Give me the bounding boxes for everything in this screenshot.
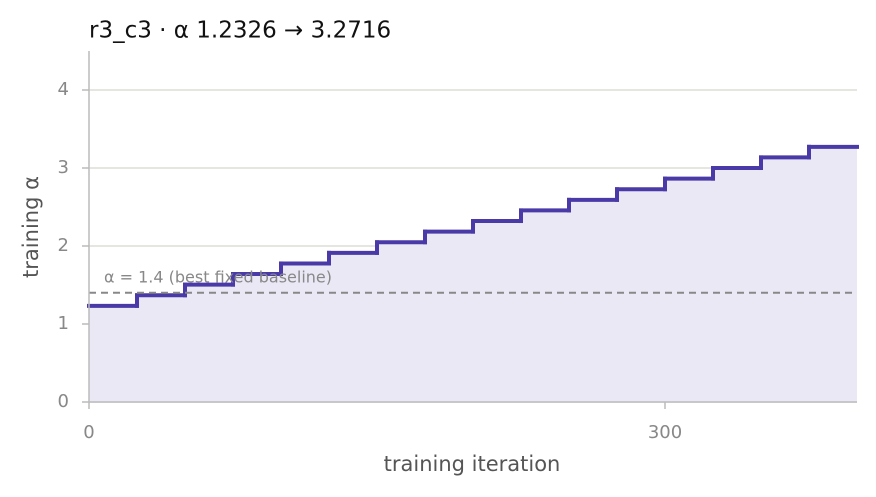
baseline-label: α = 1.4 (best fixed baseline): [104, 267, 332, 286]
y-tick-label: 4: [58, 79, 69, 100]
y-tick-label: 3: [58, 157, 69, 178]
area-fill: [617, 189, 665, 402]
area-fill: [425, 231, 473, 402]
y-axis-title: training α: [19, 176, 43, 278]
area-fill: [761, 157, 809, 402]
area-fill: [665, 178, 713, 402]
area-fill: [809, 146, 857, 402]
y-tick-label: 2: [58, 235, 69, 256]
area-fill: [521, 210, 569, 402]
x-tick-label: 0: [83, 422, 94, 443]
area-fill: [569, 199, 617, 402]
y-tick-label: 1: [58, 313, 69, 334]
area-fill: [377, 242, 425, 402]
x-tick-label: 300: [648, 422, 682, 443]
x-axis-title: training iteration: [384, 452, 561, 476]
area-fill: [89, 305, 137, 402]
area-fill: [473, 221, 521, 402]
area-fill: [185, 284, 233, 402]
area-fill: [137, 295, 185, 402]
area-fill: [281, 263, 329, 402]
chart-title: r3_c3 · α 1.2326 → 3.2716: [89, 18, 391, 44]
area-fill: [713, 168, 761, 402]
area-fill: [233, 274, 281, 402]
area-fill: [329, 252, 377, 402]
y-tick-label: 0: [58, 391, 69, 412]
